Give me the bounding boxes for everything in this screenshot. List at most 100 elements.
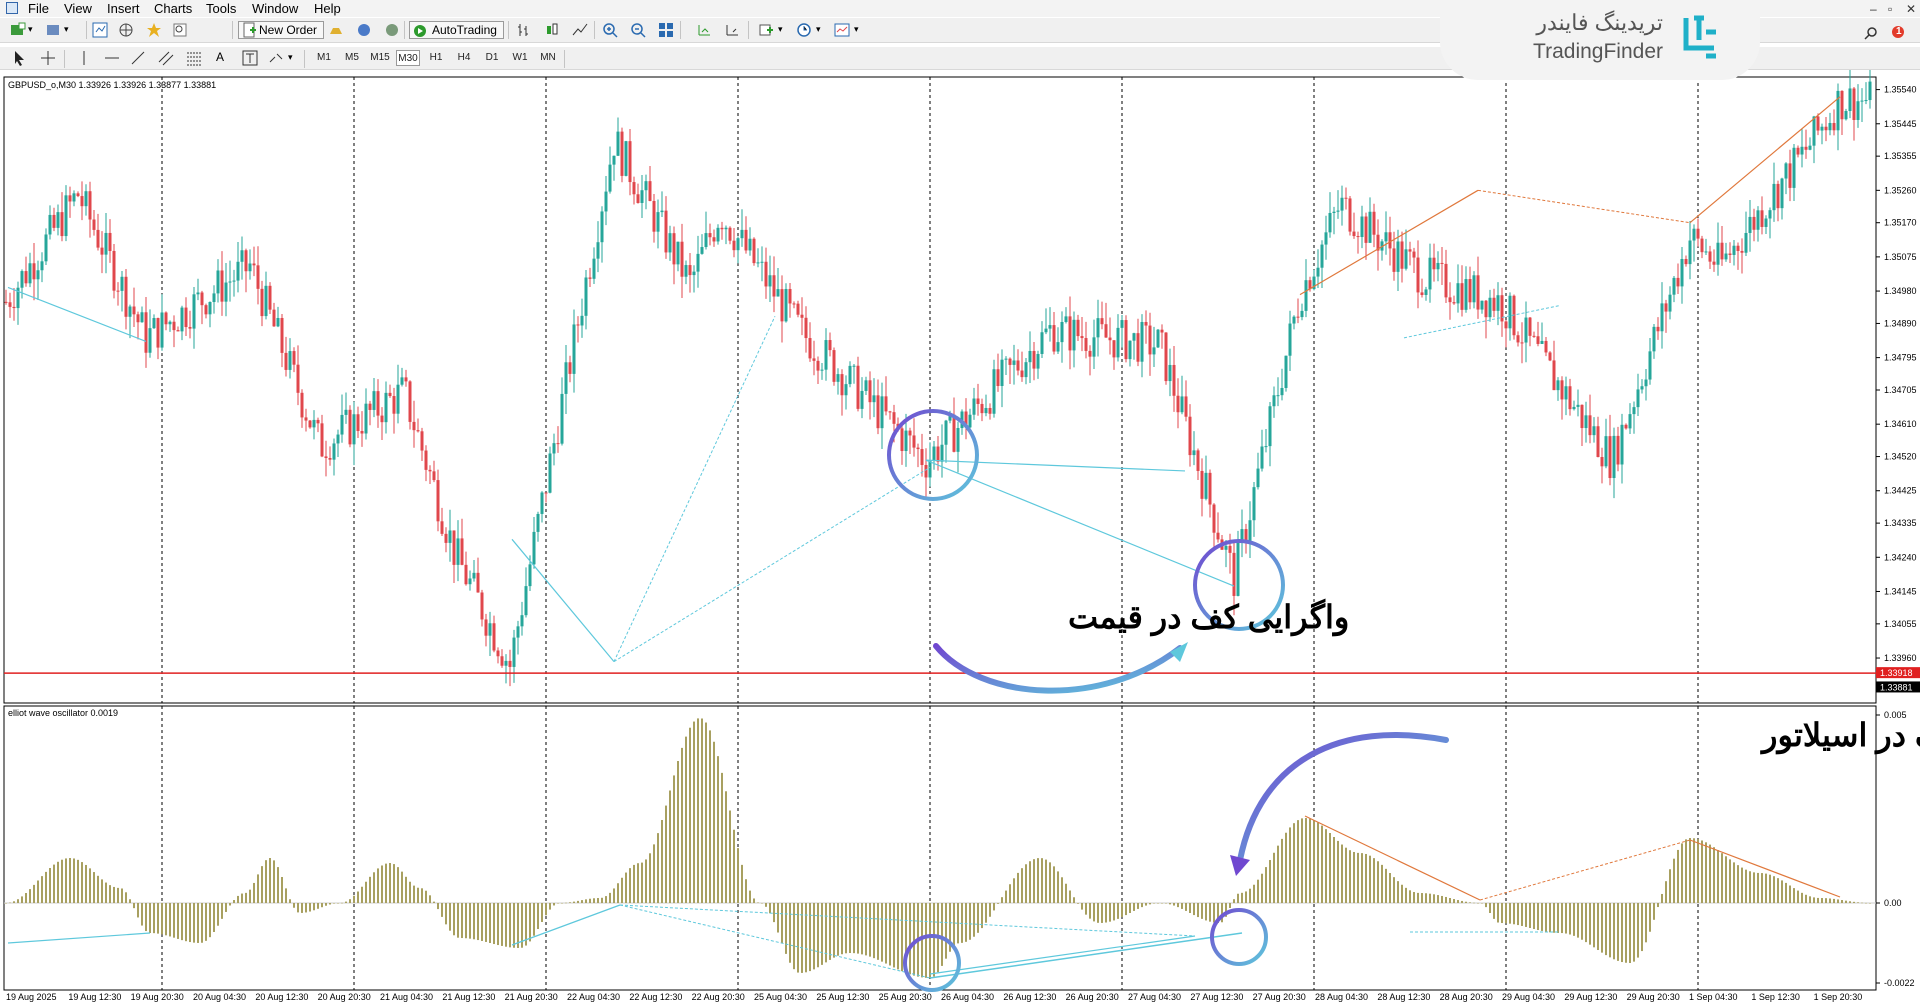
menu-view[interactable]: View	[64, 1, 92, 16]
oscillator-bar	[1617, 903, 1619, 961]
indicators-icon[interactable]	[758, 22, 774, 38]
restore-window-button[interactable]: ▫	[1888, 2, 1893, 16]
oscillator-panel	[3, 705, 1877, 991]
candle-body	[604, 191, 608, 212]
new-order-button[interactable]: New Order	[238, 21, 325, 39]
oscillator-bar	[1453, 899, 1455, 903]
candle-body	[348, 409, 352, 445]
candlestick-icon[interactable]	[544, 22, 560, 38]
notification-icon[interactable]	[1888, 24, 1904, 40]
timeframe-d1[interactable]: D1	[485, 52, 499, 63]
zoom-out-icon[interactable]	[630, 22, 646, 38]
candle-body	[588, 277, 592, 279]
text-label-icon[interactable]	[242, 50, 258, 66]
horizontal-line-icon[interactable]	[104, 50, 120, 66]
oscillator-bar	[1161, 903, 1163, 904]
candle-body	[1700, 238, 1704, 253]
oscillator-bar	[1665, 881, 1667, 903]
timeframe-mn[interactable]: MN	[540, 52, 556, 63]
oscillator-bar	[1109, 903, 1111, 922]
dropdown-arrow-icon[interactable]: ▾	[28, 24, 33, 34]
profiles-icon[interactable]	[46, 22, 62, 38]
zoom-in-icon[interactable]	[602, 22, 618, 38]
channel-icon[interactable]	[158, 50, 174, 66]
candle-body	[1260, 446, 1264, 469]
timeframe-m5[interactable]: M5	[345, 52, 359, 63]
candle-body	[332, 443, 336, 460]
crosshair-icon[interactable]	[40, 50, 56, 66]
oscillator-bar	[1481, 903, 1483, 904]
candle-body	[1520, 342, 1524, 344]
close-window-button[interactable]: ✕	[1906, 2, 1917, 16]
oscillator-bar	[1361, 853, 1363, 903]
oscillator-bar	[1329, 833, 1331, 903]
fibonacci-icon[interactable]	[186, 50, 202, 66]
candle-body	[1172, 364, 1176, 396]
search-icon[interactable]	[1864, 26, 1878, 40]
oscillator-bar	[765, 903, 767, 907]
text-tool-icon[interactable]: A	[216, 50, 225, 64]
price-axis-label: 1.34520	[1884, 452, 1917, 462]
menu-file[interactable]: File	[28, 1, 49, 16]
dropdown-arrow-icon[interactable]: ▾	[854, 24, 859, 34]
favorites-icon[interactable]	[146, 22, 162, 38]
candle-body	[868, 380, 872, 403]
candle-body	[684, 265, 688, 277]
trendline-icon[interactable]	[130, 50, 146, 66]
autotrading-button[interactable]: AutoTrading	[409, 21, 504, 39]
timeframe-h1[interactable]: H1	[429, 52, 443, 63]
oscillator-bar	[257, 874, 259, 903]
mql-icon[interactable]	[384, 22, 400, 38]
templates-icon[interactable]	[834, 22, 850, 38]
gold-icon[interactable]	[328, 22, 344, 38]
timeframe-m1[interactable]: M1	[317, 52, 331, 63]
oscillator-bar	[253, 882, 255, 903]
timeframe-w1[interactable]: W1	[512, 52, 528, 63]
new-chart-icon[interactable]	[10, 22, 26, 38]
candle-body	[1132, 333, 1136, 341]
oscillator-bar	[753, 898, 755, 903]
menu-help[interactable]: Help	[314, 1, 341, 16]
toolbar-separator	[748, 21, 749, 39]
vertical-line-icon[interactable]	[76, 50, 92, 66]
menu-window[interactable]: Window	[252, 1, 299, 16]
oscillator-bar	[1485, 903, 1487, 908]
arrows-icon[interactable]	[268, 50, 284, 66]
menu-charts[interactable]: Charts	[154, 1, 193, 16]
candle-body	[1280, 387, 1284, 396]
oscillator-bar	[1497, 903, 1499, 923]
line-chart-icon[interactable]	[572, 22, 588, 38]
oscillator-bar	[685, 736, 687, 903]
dropdown-arrow-icon[interactable]: ▾	[64, 24, 69, 34]
oscillator-bar	[41, 876, 43, 903]
cursor-icon[interactable]	[12, 50, 28, 66]
minimize-window-button[interactable]: –	[1870, 2, 1877, 16]
dropdown-arrow-icon[interactable]: ▾	[288, 52, 293, 62]
oscillator-bar	[1697, 839, 1699, 903]
candle-body	[1728, 253, 1732, 255]
tile-windows-icon[interactable]	[658, 22, 674, 38]
app-icon[interactable]	[6, 2, 18, 14]
menu-insert[interactable]: Insert	[107, 1, 140, 16]
oscillator-bar	[929, 903, 931, 978]
dropdown-arrow-icon[interactable]: ▾	[816, 24, 821, 34]
history-icon[interactable]	[356, 22, 372, 38]
oscillator-bar	[1053, 866, 1055, 903]
navigator-icon[interactable]	[118, 22, 134, 38]
timeframe-m30[interactable]: M30	[396, 50, 420, 66]
price-axis-label: 1.35445	[1884, 119, 1917, 129]
timeframe-h4[interactable]: H4	[457, 52, 471, 63]
chart-shift-icon[interactable]	[696, 22, 712, 38]
strategy-tester-icon[interactable]	[172, 22, 188, 38]
candle-body	[1788, 163, 1792, 188]
candle-body	[1364, 216, 1368, 243]
periods-clock-icon[interactable]	[796, 22, 812, 38]
timeframe-m15[interactable]: M15	[370, 52, 390, 63]
market-watch-icon[interactable]	[92, 22, 108, 38]
bar-chart-icon[interactable]	[516, 22, 532, 38]
autoscroll-icon[interactable]	[724, 22, 740, 38]
menu-tools[interactable]: Tools	[206, 1, 237, 16]
candle-body	[116, 290, 120, 292]
dropdown-arrow-icon[interactable]: ▾	[778, 24, 783, 34]
